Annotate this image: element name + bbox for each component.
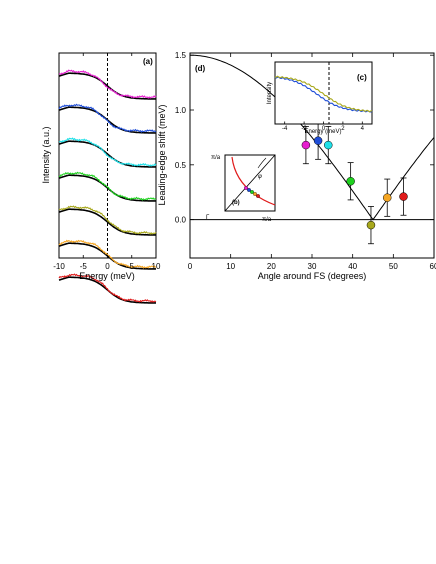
panel-d-ytick-label: 1.0 xyxy=(175,106,187,115)
panel-d-data-point xyxy=(346,177,355,186)
panel-d-data-point xyxy=(399,192,408,201)
panel-d-ylabel: Leading-edge shift (meV) xyxy=(157,104,167,205)
inset-b-kx-label: π/a xyxy=(262,217,272,223)
inset-c-curves xyxy=(274,75,373,113)
panel-a-xtick-label: -10 xyxy=(53,262,65,271)
panel-d-xtick-label: 10 xyxy=(226,262,235,271)
panel-d-ytick-label: 0.0 xyxy=(175,216,187,225)
panel-d-data-point xyxy=(382,193,392,202)
panel-d-ytick-label: 1.5 xyxy=(175,51,187,60)
inset-c-xtick-label: -4 xyxy=(282,126,288,132)
panel-d-label: (d) xyxy=(195,64,206,73)
inset-b-point xyxy=(253,192,257,196)
panel-a-label: (a) xyxy=(143,57,153,66)
inset-b-angle-label: φ xyxy=(258,174,262,180)
panel-a-xlabel: Energy (meV) xyxy=(79,271,135,281)
panel-a-reference-curve xyxy=(58,72,156,100)
panel-d-ticks: 01020304050600.00.51.01.5 xyxy=(175,51,436,271)
panel-a-reference-curve xyxy=(58,208,156,236)
panel-a-edc-curve xyxy=(58,171,157,201)
inset-c-frame xyxy=(274,61,373,125)
panel-a-edc-curve xyxy=(58,69,157,99)
inset-b-point xyxy=(256,194,260,198)
panel-a-edc-curve xyxy=(58,103,157,133)
inset-b: π/a π/a Γ (b) φ xyxy=(206,154,276,223)
panel-d-xtick-label: 40 xyxy=(348,262,357,271)
panel-d-model-curve xyxy=(190,54,435,221)
inset-c-ylabel: Intensity xyxy=(267,82,273,104)
inset-b-point xyxy=(247,188,251,192)
panel-a-xtick-label: 10 xyxy=(152,262,161,271)
panel-a-edc-curve xyxy=(58,239,157,269)
panel-d-xtick-label: 50 xyxy=(389,262,398,271)
panel-a-edc-curve xyxy=(58,205,157,235)
inset-c-xtick-label: 2 xyxy=(341,126,345,132)
inset-c-label: (c) xyxy=(357,73,367,82)
panel-d-xtick-label: 0 xyxy=(188,262,193,271)
inset-b-label: (b) xyxy=(232,200,240,206)
panel-d-xtick-label: 30 xyxy=(308,262,317,271)
inset-c-curve xyxy=(274,75,373,113)
inset-b-diagonal xyxy=(224,154,276,212)
inset-c: -4 -2 0 2 4 (c) Energy (meV) Intensity xyxy=(267,61,373,135)
inset-c-xtick-label: 4 xyxy=(361,126,365,132)
panel-d: 01020304050600.00.51.01.5 (d) Angle arou… xyxy=(157,51,436,281)
panel-a: -10 -5 0 5 10 (a) Energy (meV) Intensity (a.… xyxy=(41,52,161,304)
panel-d-data-point xyxy=(324,140,333,150)
panel-d-ytick-label: 0.5 xyxy=(175,161,187,170)
inset-b-gamma-label: Γ xyxy=(206,215,210,221)
inset-b-fermi-surface xyxy=(231,156,276,206)
panel-a-edc-curve xyxy=(58,137,157,167)
panel-d-data-point xyxy=(313,136,323,145)
panel-d-xtick-label: 60 xyxy=(430,262,436,271)
panel-a-ticks: -10 -5 0 5 10 xyxy=(53,53,161,271)
inset-b-point xyxy=(244,186,248,190)
panel-a-xtick-label: 0 xyxy=(105,262,110,271)
panel-a-ylabel: Intensity (a.u.) xyxy=(41,126,51,183)
inset-c-xlabel: Energy (meV) xyxy=(304,129,341,135)
panel-a-xtick-label: 5 xyxy=(130,262,135,271)
panel-a-reference-curve xyxy=(58,174,156,202)
panel-d-points xyxy=(301,121,408,245)
panel-d-data-point xyxy=(366,220,376,230)
inset-b-point xyxy=(250,190,254,194)
inset-b-ky-label: π/a xyxy=(211,155,221,161)
inset-c-xtick-label: -2 xyxy=(301,126,307,132)
panel-d-xlabel: Angle around FS (degrees) xyxy=(258,271,367,281)
panel-d-data-point xyxy=(301,140,311,150)
inset-c-xtick-label: 0 xyxy=(322,126,326,132)
inset-b-angle-arc xyxy=(257,157,267,169)
panel-a-reference-curve xyxy=(58,140,156,168)
panel-a-xtick-label: -5 xyxy=(80,262,88,271)
panel-a-edc-curve xyxy=(58,273,157,303)
inset-c-ticks: -4 -2 0 2 4 xyxy=(282,121,365,132)
inset-c-curve xyxy=(274,76,373,113)
panel-d-xtick-label: 20 xyxy=(267,262,276,271)
